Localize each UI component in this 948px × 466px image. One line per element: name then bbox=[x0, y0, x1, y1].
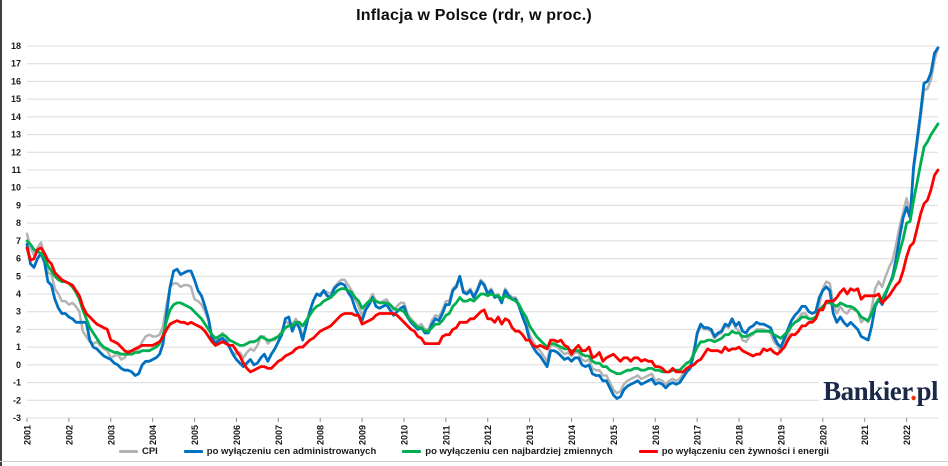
y-axis-tick-label: 9 bbox=[16, 200, 21, 210]
y-axis-tick-label: 11 bbox=[11, 165, 21, 175]
y-axis-tick-label: 0 bbox=[16, 360, 21, 370]
x-axis-year-label: 2005 bbox=[190, 425, 200, 445]
x-axis-year-label: 2001 bbox=[23, 425, 33, 445]
legend-item-core: po wyłączeniu cen żywności i energii bbox=[638, 445, 830, 457]
x-axis-year-label: 2014 bbox=[567, 425, 577, 445]
y-axis-tick-label: -1 bbox=[13, 378, 21, 388]
legend-item-volatile: po wyłączeniu cen najbardziej zmiennych bbox=[402, 445, 613, 457]
y-axis-tick-label: 16 bbox=[11, 76, 21, 86]
x-axis-year-label: 2021 bbox=[860, 425, 870, 445]
y-axis-tick-label: 17 bbox=[11, 59, 21, 69]
legend-label-cpi: CPI bbox=[141, 445, 158, 457]
series-line-3 bbox=[25, 168, 940, 374]
x-axis-year-label: 2020 bbox=[818, 425, 828, 445]
page-left-border bbox=[0, 0, 2, 466]
y-axis-tick-label: 3 bbox=[16, 307, 21, 317]
x-axis-year-label: 2011 bbox=[441, 425, 451, 445]
admin-line-marker-icon bbox=[183, 449, 203, 453]
y-axis-tick-label: 8 bbox=[16, 218, 21, 228]
x-axis-year-label: 2003 bbox=[106, 425, 116, 445]
x-axis-year-label: 2019 bbox=[776, 425, 786, 445]
y-axis-tick-label: 6 bbox=[16, 254, 21, 264]
x-axis-year-label: 2018 bbox=[735, 425, 745, 445]
y-axis-tick-label: 13 bbox=[11, 130, 21, 140]
legend-label-core: po wyłączeniu cen żywności i energii bbox=[661, 445, 830, 457]
y-axis-tick-label: 10 bbox=[11, 183, 21, 193]
x-axis-year-label: 2004 bbox=[148, 425, 158, 445]
x-axis-year-label: 2007 bbox=[274, 425, 284, 445]
y-axis-tick-label: -3 bbox=[13, 413, 21, 423]
y-axis-tick-label: 12 bbox=[11, 147, 21, 157]
series-line-2 bbox=[25, 122, 940, 376]
x-axis-year-label: 2012 bbox=[483, 425, 493, 445]
x-axis-year-label: 2022 bbox=[902, 425, 912, 445]
x-axis-year-label: 2002 bbox=[64, 425, 74, 445]
x-axis-year-label: 2015 bbox=[609, 425, 619, 445]
chart-title: Inflacja w Polsce (rdr, w proc.) bbox=[356, 7, 592, 24]
legend-label-volatile: po wyłączeniu cen najbardziej zmiennych bbox=[425, 445, 613, 457]
chart-bottom-border bbox=[0, 461, 948, 462]
y-axis-tick-label: 7 bbox=[16, 236, 21, 246]
y-axis-tick-label: 15 bbox=[11, 94, 21, 104]
y-axis-tick-label: 18 bbox=[11, 41, 21, 51]
logo-dot: . bbox=[910, 376, 917, 406]
legend-item-cpi: CPI bbox=[118, 445, 158, 457]
legend-label-admin: po wyłączeniu cen administrowanych bbox=[206, 445, 377, 457]
cpi-line-marker-icon bbox=[118, 449, 138, 453]
x-axis-year-label: 2013 bbox=[525, 425, 535, 445]
y-axis-tick-label: -2 bbox=[13, 395, 21, 405]
x-axis-year-label: 2009 bbox=[358, 425, 368, 445]
y-axis-tick-label: 4 bbox=[16, 289, 21, 299]
x-axis-year-label: 2016 bbox=[651, 425, 661, 445]
y-axis-tick-label: 14 bbox=[11, 112, 21, 122]
bankier-logo: Bankier.pl bbox=[819, 377, 938, 405]
x-axis-year-label: 2010 bbox=[399, 425, 409, 445]
logo-text-main: Bankier bbox=[823, 376, 911, 406]
y-axis-tick-label: 2 bbox=[16, 324, 21, 334]
y-axis-tick-label: 1 bbox=[16, 342, 21, 352]
chart-legend: CPI po wyłączeniu cen administrowanych p… bbox=[0, 443, 948, 459]
y-axis-tick-label: 5 bbox=[16, 271, 21, 281]
core-line-marker-icon bbox=[638, 449, 658, 453]
x-axis-year-label: 2006 bbox=[232, 425, 242, 445]
x-axis-year-label: 2008 bbox=[316, 425, 326, 445]
legend-item-admin: po wyłączeniu cen administrowanych bbox=[183, 445, 377, 457]
logo-text-suffix: pl bbox=[916, 376, 938, 406]
volatile-line-marker-icon bbox=[402, 449, 422, 453]
x-axis-year-label: 2017 bbox=[693, 425, 703, 445]
